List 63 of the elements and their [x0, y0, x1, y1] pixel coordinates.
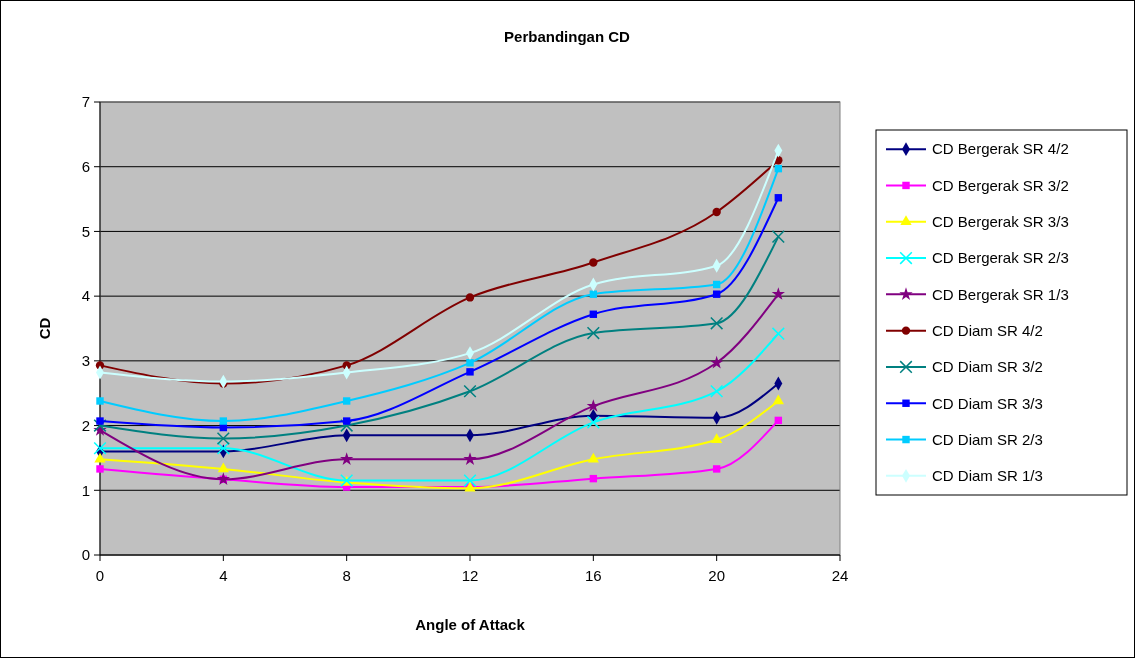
legend-label: CD Bergerak SR 3/2	[932, 176, 1069, 194]
point	[93, 419, 107, 433]
y-tick-label: 3	[81, 352, 90, 370]
y-tick-label: 0	[81, 546, 90, 564]
legend-label: CD Bergerak SR 3/3	[932, 213, 1069, 230]
legend-label: CD Bergerak SR 1/3	[932, 285, 1069, 303]
legend-label: CD Diam SR 2/3	[932, 430, 1043, 448]
y-tick-label: 4	[81, 287, 90, 305]
x-tick-label: 20	[708, 567, 726, 584]
point	[466, 368, 474, 376]
point	[340, 419, 354, 433]
y-axis-title: CD	[36, 317, 53, 340]
point	[342, 417, 351, 425]
point	[466, 359, 474, 367]
point	[710, 355, 724, 369]
point	[463, 384, 477, 398]
point	[772, 394, 784, 405]
point	[342, 397, 351, 405]
legend-label: CD Bergerak SR 2/3	[932, 249, 1069, 267]
point	[96, 397, 104, 405]
y-tick-label: 1	[81, 481, 90, 499]
chart-title: Perbandingan CD	[504, 28, 631, 45]
point	[587, 452, 599, 463]
point	[589, 258, 598, 267]
y-tick-label: 6	[81, 157, 90, 175]
point	[771, 287, 785, 300]
point	[217, 462, 229, 473]
x-tick-label: 4	[219, 567, 228, 584]
point	[465, 293, 475, 302]
legend-label: CD Diam SR 1/3	[932, 467, 1043, 485]
point	[216, 431, 230, 446]
point	[219, 417, 228, 425]
point	[463, 452, 477, 465]
point	[710, 384, 724, 398]
y-tick-label: 5	[81, 222, 90, 240]
point	[96, 465, 104, 473]
point	[712, 207, 721, 217]
x-tick-label: 0	[95, 567, 105, 584]
point	[712, 290, 721, 298]
x-axis-title: Angle of Attack	[415, 616, 526, 633]
legend-label: CD Diam SR 4/2	[932, 321, 1043, 339]
legend-label: CD Bergerak SR 4/2	[932, 140, 1069, 158]
x-tick-label: 16	[584, 567, 602, 584]
point	[216, 441, 230, 455]
point	[589, 290, 598, 298]
point	[711, 433, 723, 444]
point	[586, 415, 600, 429]
point	[586, 399, 600, 412]
y-tick-label: 7	[81, 93, 90, 111]
point	[93, 441, 107, 455]
point	[771, 230, 785, 244]
x-tick-label: 24	[831, 567, 849, 584]
point	[710, 316, 724, 330]
legend-label: CD Diam SR 3/3	[932, 394, 1043, 412]
legend-label: CD Diam SR 3/2	[932, 358, 1043, 376]
y-tick-label: 2	[81, 416, 90, 434]
point	[771, 327, 785, 341]
x-tick-label: 12	[461, 567, 479, 584]
point	[586, 326, 600, 340]
point	[712, 465, 721, 473]
point	[463, 474, 477, 488]
point	[340, 452, 354, 465]
x-tick-label: 8	[342, 567, 351, 584]
